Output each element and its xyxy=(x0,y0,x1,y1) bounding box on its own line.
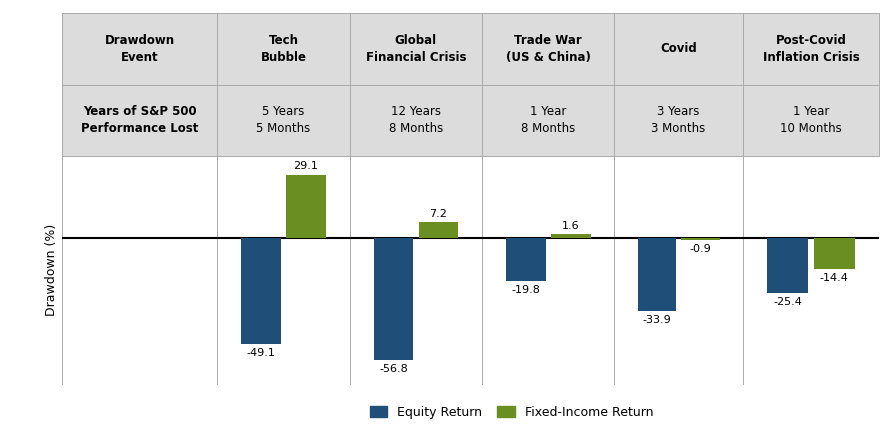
Bar xyxy=(286,175,326,238)
Bar xyxy=(681,238,719,240)
Text: Trade War
(US & China): Trade War (US & China) xyxy=(506,34,591,64)
Text: -14.4: -14.4 xyxy=(820,273,849,283)
Text: -56.8: -56.8 xyxy=(379,364,408,374)
Bar xyxy=(242,238,281,344)
Text: 1 Year
10 Months: 1 Year 10 Months xyxy=(780,105,842,135)
Text: 5 Years
5 Months: 5 Years 5 Months xyxy=(257,105,311,135)
Text: Years of S&P 500
Performance Lost: Years of S&P 500 Performance Lost xyxy=(81,105,198,135)
Bar xyxy=(418,222,458,238)
Bar xyxy=(482,84,614,156)
Bar xyxy=(614,13,742,84)
Text: Post-Covid
Inflation Crisis: Post-Covid Inflation Crisis xyxy=(763,34,860,64)
Bar xyxy=(551,235,591,238)
Bar xyxy=(482,13,614,84)
Bar xyxy=(374,238,413,361)
Y-axis label: Drawdown (%): Drawdown (%) xyxy=(45,224,58,316)
Bar xyxy=(350,84,482,156)
Text: 1 Year
8 Months: 1 Year 8 Months xyxy=(521,105,575,135)
Bar xyxy=(506,238,545,281)
Legend: Equity Return, Fixed-Income Return: Equity Return, Fixed-Income Return xyxy=(365,401,658,424)
Bar xyxy=(638,238,676,311)
Text: -49.1: -49.1 xyxy=(247,348,275,358)
Bar xyxy=(218,13,350,84)
Text: Tech
Bubble: Tech Bubble xyxy=(260,34,306,64)
Bar xyxy=(813,238,854,269)
Bar xyxy=(614,84,742,156)
Bar xyxy=(742,84,879,156)
Bar xyxy=(218,84,350,156)
Text: 3 Years
3 Months: 3 Years 3 Months xyxy=(652,105,706,135)
Text: Global
Financial Crisis: Global Financial Crisis xyxy=(366,34,466,64)
Bar xyxy=(350,13,482,84)
Text: Drawdown
Event: Drawdown Event xyxy=(105,34,175,64)
Text: 1.6: 1.6 xyxy=(562,221,580,231)
Text: 29.1: 29.1 xyxy=(294,161,319,171)
Text: -25.4: -25.4 xyxy=(773,297,802,307)
Bar xyxy=(742,13,879,84)
Text: 7.2: 7.2 xyxy=(430,208,448,218)
Text: Covid: Covid xyxy=(660,42,697,55)
Text: -19.8: -19.8 xyxy=(511,284,540,295)
Text: 12 Years
8 Months: 12 Years 8 Months xyxy=(389,105,443,135)
Bar xyxy=(767,238,808,293)
Text: -33.9: -33.9 xyxy=(642,315,671,325)
Bar xyxy=(62,84,218,156)
Text: -0.9: -0.9 xyxy=(689,244,711,254)
Bar xyxy=(62,13,218,84)
